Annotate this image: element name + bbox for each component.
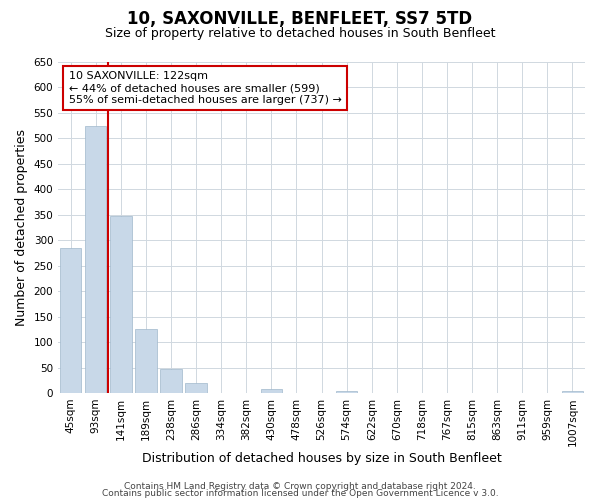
Y-axis label: Number of detached properties: Number of detached properties	[15, 129, 28, 326]
Bar	[85, 126, 106, 393]
Text: 10 SAXONVILLE: 122sqm
← 44% of detached houses are smaller (599)
55% of semi-det: 10 SAXONVILLE: 122sqm ← 44% of detached …	[69, 72, 341, 104]
X-axis label: Distribution of detached houses by size in South Benfleet: Distribution of detached houses by size …	[142, 452, 502, 465]
Bar	[336, 391, 358, 393]
Bar	[110, 216, 131, 393]
Bar	[136, 330, 157, 393]
Bar	[261, 389, 282, 393]
Bar	[185, 383, 207, 393]
Bar	[60, 248, 82, 393]
Bar	[562, 390, 583, 393]
Text: Size of property relative to detached houses in South Benfleet: Size of property relative to detached ho…	[105, 28, 495, 40]
Bar	[160, 368, 182, 393]
Text: Contains public sector information licensed under the Open Government Licence v : Contains public sector information licen…	[101, 489, 499, 498]
Text: Contains HM Land Registry data © Crown copyright and database right 2024.: Contains HM Land Registry data © Crown c…	[124, 482, 476, 491]
Text: 10, SAXONVILLE, BENFLEET, SS7 5TD: 10, SAXONVILLE, BENFLEET, SS7 5TD	[127, 10, 473, 28]
